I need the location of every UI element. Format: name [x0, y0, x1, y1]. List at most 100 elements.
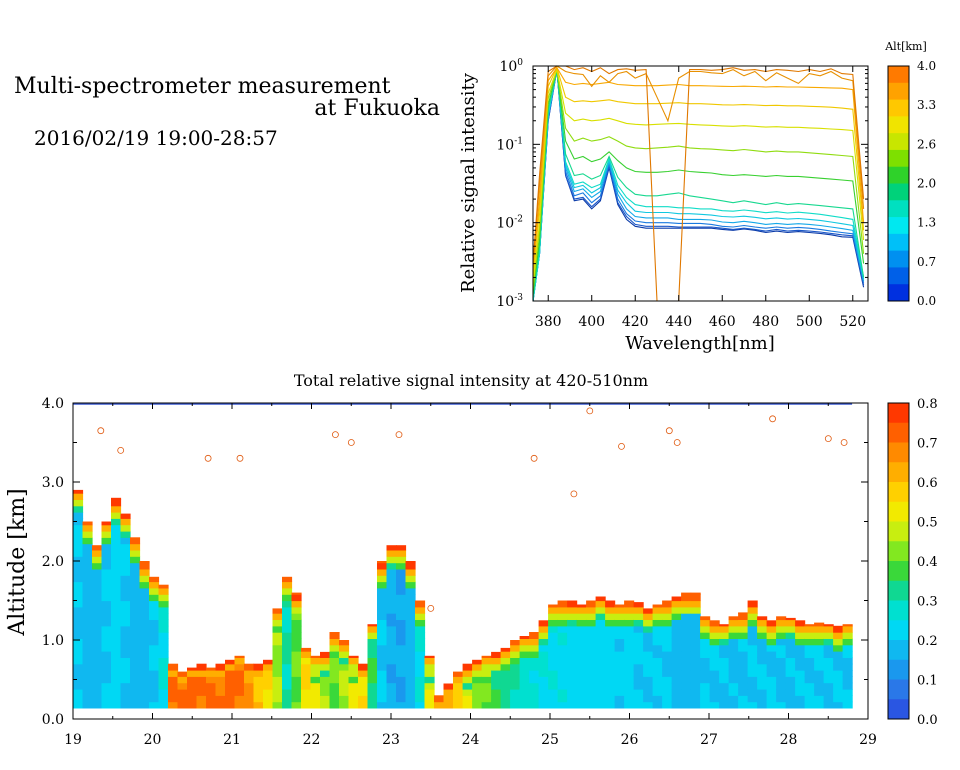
heatmap-cell [282, 695, 293, 703]
heatmap-cell [567, 663, 578, 671]
heatmap-cell [643, 695, 654, 703]
spectrum-y-tick-label: 10-1 [496, 136, 523, 153]
heatmap-cell [130, 613, 141, 620]
heatmap-cell [120, 638, 131, 646]
heatmap-x-tick-label: 28 [780, 732, 798, 748]
heatmap-cell [510, 644, 521, 652]
heatmap-cell [595, 613, 606, 620]
heatmap-cell [624, 676, 635, 684]
heatmap-cell [757, 651, 768, 658]
heatmap-speckle [427, 605, 435, 612]
heatmap-cell [814, 651, 825, 658]
heatmap-cell [92, 606, 103, 614]
heatmap-cell [320, 663, 331, 671]
heatmap-cell [614, 613, 625, 620]
heatmap-cell [738, 689, 749, 696]
heatmap-cell [272, 619, 283, 627]
heatmap-cell [538, 644, 549, 652]
heatmap-cell [709, 644, 720, 652]
heatmap-cell [168, 701, 179, 709]
heatmap-cell [377, 695, 388, 703]
heatmap-cell [709, 651, 720, 658]
heatmap-cell [614, 682, 625, 690]
heatmap-cell [671, 619, 682, 627]
heatmap-cell [576, 657, 587, 665]
heatmap-cell [747, 651, 758, 658]
heatmap-cell [320, 651, 331, 658]
heatmap-cell [586, 676, 597, 684]
heatmap-cell [605, 632, 616, 639]
heatmap-cell [842, 695, 853, 703]
heatmap-cell [320, 695, 331, 703]
heatmap-cell [453, 701, 464, 709]
heatmap-cell [576, 695, 587, 703]
heatmap-cell [690, 689, 701, 696]
heatmap-cell [709, 657, 720, 665]
heatmap-cell [500, 663, 511, 671]
heatmap-cell [709, 682, 720, 690]
altitude-colorbar-swatch [888, 267, 909, 285]
heatmap-cell [529, 689, 540, 696]
heatmap-cell [386, 682, 397, 690]
heatmap-cell [139, 663, 150, 671]
heatmap-cell [139, 701, 150, 709]
heatmap-cell [339, 657, 350, 665]
heatmap-cell [101, 695, 112, 703]
altitude-colorbar-swatch [888, 116, 909, 134]
heatmap-cell [804, 624, 815, 627]
heatmap-cell [73, 613, 84, 620]
heatmap-cell [73, 549, 84, 557]
heatmap-cell [82, 701, 93, 709]
heatmap-cell [747, 638, 758, 646]
heatmap-cell [662, 682, 673, 690]
heatmap-cell [472, 695, 483, 703]
heatmap-cell [842, 625, 853, 633]
heatmap-cell [804, 663, 815, 671]
heatmap-cell [842, 651, 853, 658]
heatmap-cell [728, 701, 739, 709]
heatmap-cell [776, 670, 787, 677]
heatmap-cell [510, 640, 521, 646]
heatmap-cell [510, 682, 521, 690]
heatmap-cell [386, 619, 397, 627]
heatmap-cell [139, 581, 150, 589]
heatmap-cell [386, 562, 397, 570]
heatmap-cell [567, 695, 578, 703]
heatmap-cell [529, 682, 540, 690]
heatmap-speckle [665, 427, 673, 435]
heatmap-cell [833, 689, 844, 696]
heatmap-cell [424, 695, 435, 703]
heatmap-speckle [673, 439, 681, 446]
heatmap-cell [681, 644, 692, 652]
heatmap-cell [396, 613, 407, 620]
heatmap-cell [111, 689, 122, 696]
heatmap-cell [149, 651, 160, 658]
heatmap-cell [358, 701, 369, 709]
heatmap-cell [633, 619, 644, 627]
heatmap-cell [557, 619, 568, 627]
heatmap-cell [396, 632, 407, 639]
heatmap-cell [130, 549, 141, 557]
heatmap-cell [586, 638, 597, 646]
heatmap-cell [158, 651, 169, 658]
heatmap-x-tick-label: 23 [382, 732, 400, 748]
altitude-colorbar-swatch [888, 166, 909, 184]
heatmap-cell [158, 613, 169, 620]
heatmap-cell [73, 537, 84, 545]
intensity-colorbar-swatch [888, 679, 909, 700]
heatmap-cell [377, 587, 388, 595]
heatmap-cell [301, 647, 312, 652]
heatmap-cell [282, 613, 293, 620]
heatmap-cell [73, 524, 84, 532]
heatmap-cell [491, 695, 502, 703]
heatmap-cell [272, 663, 283, 671]
heatmap-cell [263, 701, 274, 709]
heatmap-cell [158, 600, 169, 608]
heatmap-cell [605, 638, 616, 646]
heatmap-cell [396, 695, 407, 703]
heatmap-cell [738, 701, 749, 709]
heatmap-cell [92, 556, 103, 564]
heatmap-cell [519, 689, 530, 696]
spectrum-series-line-2 [532, 69, 865, 302]
heatmap-cell [519, 663, 530, 671]
